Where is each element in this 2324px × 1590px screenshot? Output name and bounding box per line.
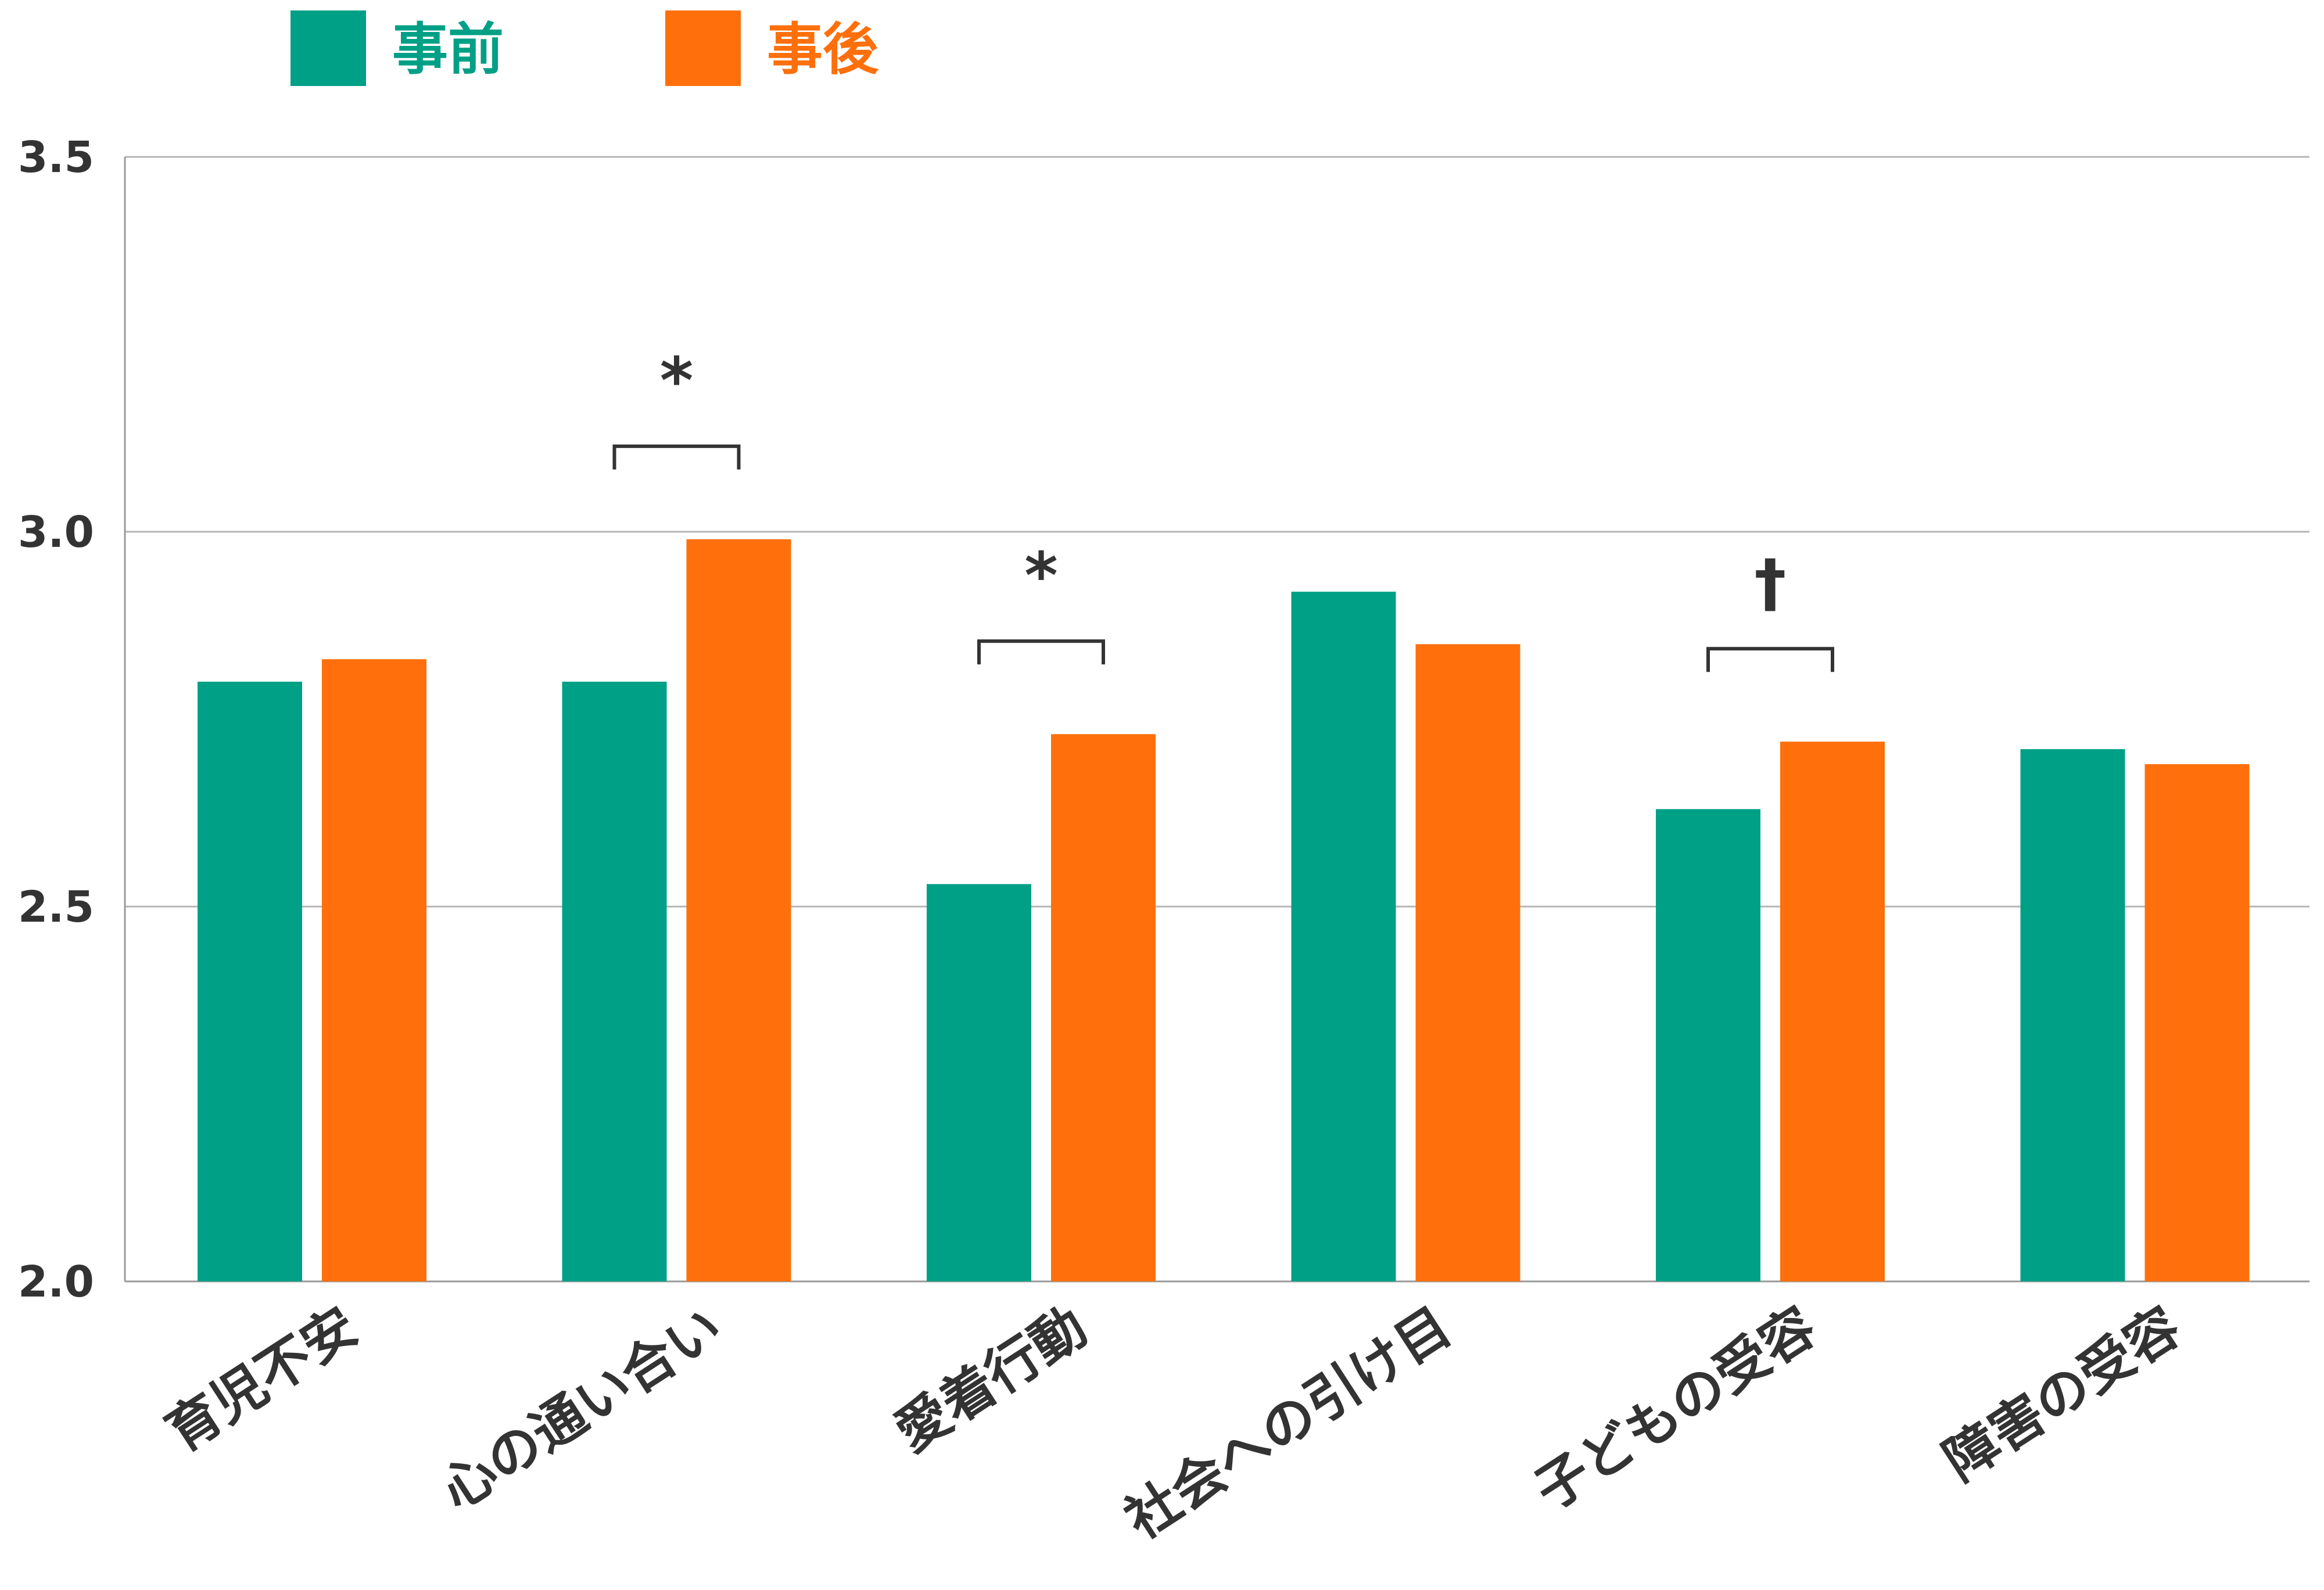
x-tick-label: 障害の受容 [1933, 1295, 2191, 1493]
legend-swatch [290, 10, 366, 86]
significance-mark: * [1024, 538, 1058, 613]
bar-before [1656, 809, 1760, 1281]
bar-after [2144, 764, 2250, 1281]
legend-label: 事前 [392, 17, 504, 82]
x-tick-label: 愛着行動 [884, 1295, 1098, 1464]
x-tick-label: 社会への引け目 [1114, 1295, 1462, 1551]
y-tick-label: 3.5 [18, 132, 94, 182]
bar-before [927, 884, 1031, 1281]
bar-before [1291, 592, 1396, 1282]
significance-bracket [1706, 647, 1834, 672]
significance-bracket [612, 444, 741, 470]
x-axis-labels: 育児不安 心の通い合い 愛着行動 社会への引け目 子どもの受容 障害の受容 [155, 1295, 2191, 1551]
gridlines [125, 156, 2309, 908]
significance-annotations: * * † [612, 343, 1834, 672]
bar-after [1415, 644, 1520, 1281]
bar-after [322, 659, 426, 1281]
bar-before [2020, 749, 2125, 1281]
y-tick-label: 2.0 [18, 1257, 94, 1307]
significance-mark: † [1755, 546, 1787, 620]
legend-label: 事後 [767, 17, 879, 82]
x-tick-label: 育児不安 [155, 1295, 368, 1464]
significance-bracket [977, 639, 1105, 665]
x-tick-label: 心の通い合い [430, 1295, 733, 1522]
bar-after [686, 539, 791, 1281]
bar-after [1780, 742, 1885, 1281]
bars [198, 539, 2250, 1282]
significance-mark: * [660, 343, 694, 418]
bar-before [562, 682, 667, 1281]
bar-before [198, 682, 302, 1281]
legend-swatch [665, 10, 741, 86]
x-tick-label: 子どもの受容 [1524, 1295, 1827, 1522]
y-tick-label: 3.0 [18, 507, 94, 557]
y-tick-label: 2.5 [18, 882, 94, 932]
axes: 2.0 2.5 3.0 3.5 [18, 132, 2309, 1307]
legend: 事前 事後 [290, 10, 879, 86]
bar-after [1051, 734, 1156, 1281]
